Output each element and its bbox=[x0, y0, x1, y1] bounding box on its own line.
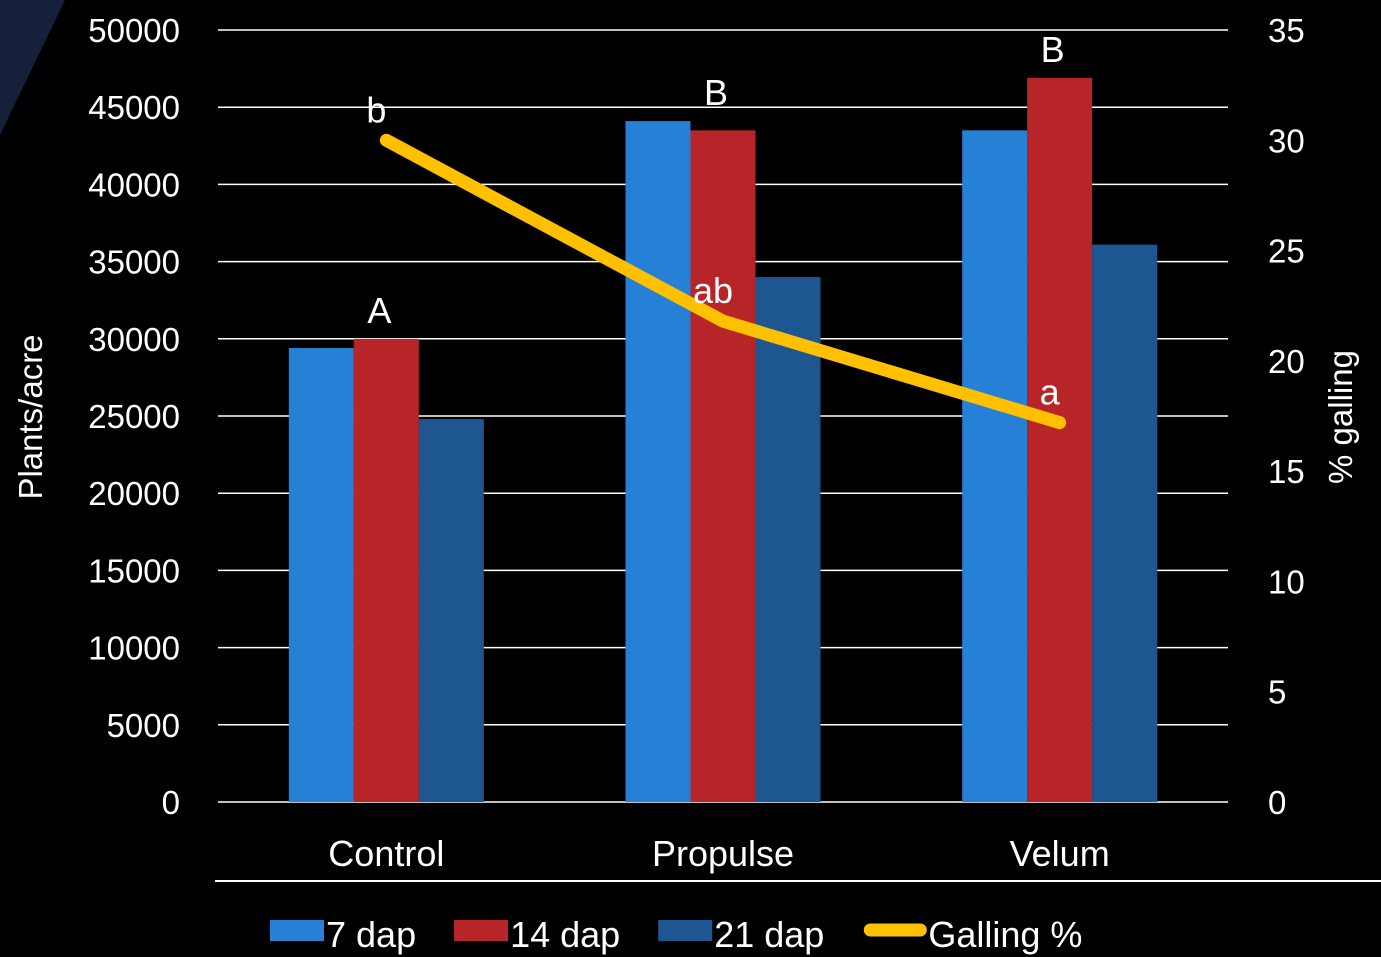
legend-swatch bbox=[454, 920, 509, 941]
galling-line bbox=[379, 133, 1067, 430]
line-letter: b bbox=[366, 89, 386, 130]
y-tick-label: 30000 bbox=[88, 321, 180, 358]
y-tick-label: 15000 bbox=[88, 552, 180, 589]
legend-label: 7 dap bbox=[326, 914, 416, 955]
y2-tick-label: 15 bbox=[1268, 453, 1305, 490]
legend-label: 14 dap bbox=[510, 914, 620, 955]
y2-tick-label: 30 bbox=[1268, 122, 1305, 159]
legend-label: Galling % bbox=[928, 914, 1082, 955]
y-tick-label: 0 bbox=[162, 784, 180, 821]
y-axis-ticks: 0 5000 10000 15000 20000 25000 30000 35000 40000… bbox=[88, 12, 180, 821]
bar bbox=[353, 338, 419, 802]
y-tick-label: 20000 bbox=[88, 475, 180, 512]
x-axis-ticks: Control Propulse Velum bbox=[328, 833, 1109, 874]
bar-letter: B bbox=[1041, 29, 1065, 70]
bar bbox=[288, 348, 354, 802]
line-letter: ab bbox=[693, 270, 733, 311]
bars bbox=[288, 77, 1158, 803]
x-tick-label: Propulse bbox=[652, 833, 794, 874]
y2-tick-label: 25 bbox=[1268, 233, 1305, 270]
y2-tick-label: 20 bbox=[1268, 343, 1305, 380]
y-tick-label: 25000 bbox=[88, 398, 180, 435]
y-tick-label: 5000 bbox=[107, 707, 180, 744]
line-letter: a bbox=[1040, 372, 1061, 413]
bar-letter: A bbox=[367, 290, 391, 331]
y2-tick-label: 0 bbox=[1268, 784, 1286, 821]
y-tick-label: 10000 bbox=[88, 630, 180, 667]
significance-letters: A B Bb ab a bbox=[366, 29, 1064, 413]
corner-decoration bbox=[0, 0, 65, 135]
legend: 7 dap 14 dap 21 dap Galling % bbox=[270, 914, 1082, 955]
bar bbox=[690, 130, 756, 803]
bar bbox=[418, 419, 484, 802]
y-axis-label: Plants/acre bbox=[12, 334, 49, 499]
bar bbox=[625, 121, 691, 802]
y2-axis-ticks: 0 5 10 15 20 25 30 35 bbox=[1268, 12, 1305, 821]
galling-line-path bbox=[379, 133, 1067, 430]
y-tick-label: 35000 bbox=[88, 244, 180, 281]
bar bbox=[1027, 77, 1093, 802]
y2-tick-label: 10 bbox=[1268, 563, 1305, 600]
y2-tick-label: 5 bbox=[1268, 674, 1286, 711]
bar bbox=[755, 277, 821, 802]
y-tick-label: 40000 bbox=[88, 166, 180, 203]
y-tick-label: 50000 bbox=[88, 12, 180, 49]
legend-swatch bbox=[658, 920, 713, 941]
bar-letter: B bbox=[704, 72, 728, 113]
bar bbox=[1092, 244, 1158, 803]
y-tick-label: 45000 bbox=[88, 89, 180, 126]
y2-axis-label: % galling bbox=[1322, 350, 1359, 484]
legend-label: 21 dap bbox=[714, 914, 824, 955]
x-tick-label: Control bbox=[328, 833, 444, 874]
legend-swatch bbox=[270, 920, 324, 941]
bar bbox=[962, 130, 1028, 803]
y2-tick-label: 35 bbox=[1268, 12, 1305, 49]
x-tick-label: Velum bbox=[1010, 833, 1110, 874]
